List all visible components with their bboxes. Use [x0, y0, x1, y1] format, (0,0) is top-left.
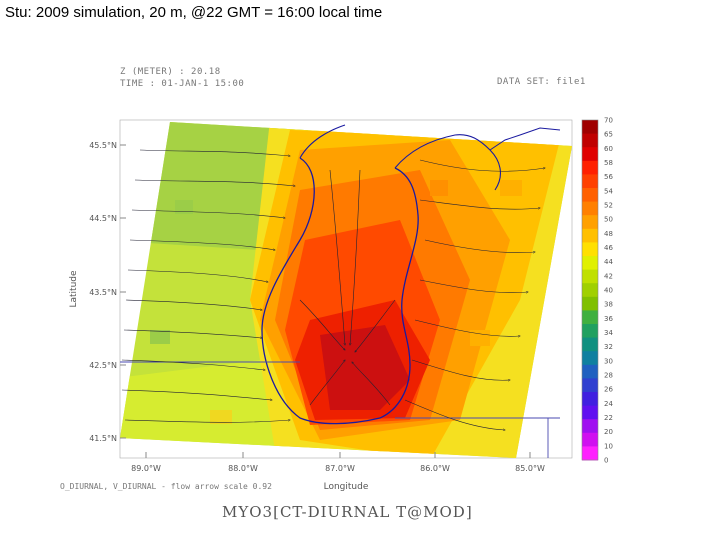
colorbar-label: 20	[604, 428, 613, 436]
colorbar-label: 60	[604, 145, 613, 153]
header-dataset: DATA SET: file1	[497, 77, 586, 87]
colorbar-swatch	[582, 228, 598, 243]
header-time: TIME : 01-JAN-1 15:00	[120, 79, 245, 89]
colorbar-label: 22	[604, 414, 613, 422]
colorbar-swatch	[582, 405, 598, 420]
colorbar-label: 42	[604, 272, 613, 280]
colorbar-swatch	[582, 283, 598, 298]
plot-title: MYO3[CT-DIURNAL T@MOD]	[222, 503, 473, 521]
colorbar-label: 58	[604, 159, 613, 167]
colorbar-label: 34	[604, 329, 613, 337]
colorbar-label: 28	[604, 372, 613, 380]
lat-tick-label: 41.5°N	[89, 434, 117, 443]
colorbar-label: 0	[604, 457, 608, 465]
colorbar-swatch	[582, 147, 598, 162]
y-axis-title: Latitude	[69, 270, 79, 308]
colorbar-label: 52	[604, 202, 613, 210]
colorbar-swatch	[582, 378, 598, 393]
lake-huron-coastline	[489, 127, 561, 151]
lat-tick-label: 43.5°N	[89, 288, 117, 297]
colorbar-frame	[581, 119, 599, 461]
lon-tick-label: 89.0°W	[131, 464, 161, 473]
slide-title: Stu: 2009 simulation, 20 m, @22 GMT = 16…	[5, 4, 383, 21]
colorbar-label: 38	[604, 301, 613, 309]
colorbar-swatch	[582, 174, 598, 189]
colorbar-swatch	[582, 419, 598, 434]
colorbar-swatch	[582, 215, 598, 230]
colorbar-label: 70	[604, 117, 613, 125]
colorbar-swatch	[582, 351, 598, 366]
colorbar-swatch	[582, 242, 598, 257]
colorbar-label: 56	[604, 173, 613, 181]
colorbar: 70 65 60 58 56 54 52 50 48 46 44 42 40 38 36 34 32 30 28 26…	[581, 117, 613, 465]
colorbar-label: 46	[604, 244, 613, 252]
colorbar-swatch	[582, 296, 598, 311]
flow-arrow-scale-note: O_DIURNAL, V_DIURNAL - flow arrow scale …	[60, 482, 272, 491]
colorbar-label: 48	[604, 230, 613, 238]
colorbar-label: 24	[604, 400, 613, 408]
upper-coastline	[299, 124, 501, 191]
lat-tick-label: 45.5°N	[89, 141, 117, 150]
header-z-level: Z (METER) : 20.18	[120, 67, 221, 77]
colorbar-label: 65	[604, 131, 613, 139]
flow-arrows	[121, 149, 545, 430]
colorbar-label: 44	[604, 258, 613, 266]
colorbar-swatch	[582, 133, 598, 148]
colorbar-swatch	[582, 392, 598, 407]
lon-tick-label: 86.0°W	[420, 464, 450, 473]
colorbar-swatch	[582, 120, 598, 135]
colorbar-label: 36	[604, 315, 613, 323]
colorbar-label: 32	[604, 343, 613, 351]
state-borders	[120, 361, 560, 458]
colorbar-swatch	[582, 446, 598, 461]
colorbar-label: 30	[604, 357, 613, 365]
colorbar-label: 54	[604, 187, 613, 195]
colorbar-label: 50	[604, 216, 613, 224]
colorbar-swatch	[582, 337, 598, 352]
colorbar-swatch	[582, 310, 598, 325]
colorbar-swatch	[582, 269, 598, 284]
lon-tick-label: 88.0°W	[228, 464, 258, 473]
lon-tick-label: 87.0°W	[325, 464, 355, 473]
lat-tick-label: 42.5°N	[89, 361, 117, 370]
colorbar-label: 26	[604, 386, 613, 394]
colorbar-label: 40	[604, 287, 613, 295]
x-axis-title: Longitude	[324, 482, 369, 492]
colorbar-swatch	[582, 256, 598, 271]
colorbar-swatch	[582, 364, 598, 379]
longitude-axis: 89.0°W 88.0°W 87.0°W 86.0°W 85.0°W Longi…	[131, 452, 545, 492]
temperature-field	[120, 122, 572, 458]
plot-frame	[119, 119, 573, 459]
colorbar-swatch	[582, 432, 598, 447]
colorbar-label: 10	[604, 442, 613, 450]
lat-tick-label: 44.5°N	[89, 214, 117, 223]
lon-tick-label: 85.0°W	[515, 464, 545, 473]
colorbar-swatch	[582, 201, 598, 216]
latitude-axis: 45.5°N 44.5°N 43.5°N 42.5°N 41.5°N Latit…	[69, 141, 126, 443]
lake-michigan-coastline	[261, 157, 419, 425]
colorbar-swatch	[582, 160, 598, 175]
colorbar-swatch	[582, 188, 598, 203]
colorbar-swatch	[582, 324, 598, 339]
